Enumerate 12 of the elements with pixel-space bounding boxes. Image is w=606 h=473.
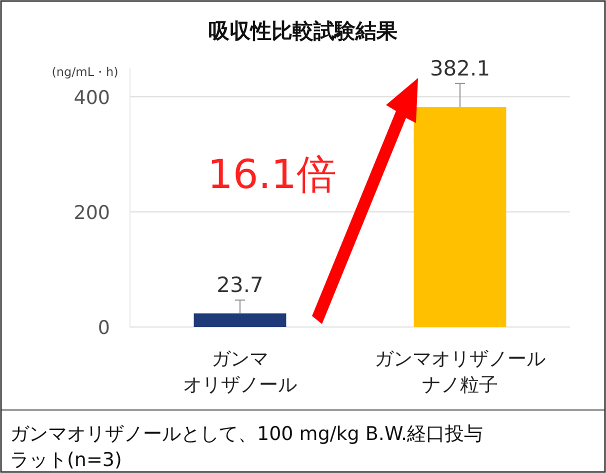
chart-title: 吸収性比較試験結果: [208, 19, 398, 43]
y-tick-label: 0: [98, 317, 110, 339]
data-label: 382.1: [430, 56, 490, 80]
text: ラット(n=3): [10, 449, 122, 471]
y-axis-title: (ng/mL・h): [52, 65, 118, 79]
x-tick-label: ガンマオリザノール: [183, 348, 297, 396]
y-tick-label: 200: [74, 202, 110, 224]
data-label: 23.7: [216, 273, 264, 298]
text: ガンマオリザノールとして、100 mg/kg B.W.経口投与: [10, 423, 484, 445]
y-tick-label: 400: [74, 86, 110, 109]
x-tick-label: ガンマオリザノールナノ粒子: [374, 348, 546, 396]
annotation: 16.1倍: [207, 152, 337, 198]
